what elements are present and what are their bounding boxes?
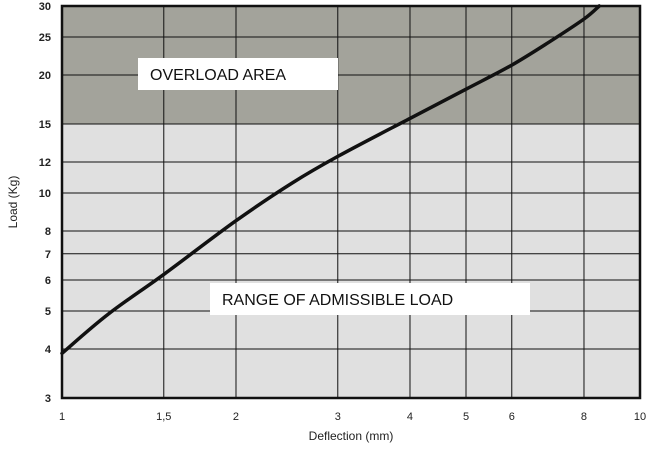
x-tick-label: 1,5 bbox=[156, 411, 171, 423]
x-tick-label: 4 bbox=[407, 411, 413, 423]
y-tick-label: 6 bbox=[45, 275, 51, 287]
plot-frame bbox=[60, 4, 642, 400]
regions-layer bbox=[62, 6, 640, 399]
y-tick-label: 10 bbox=[39, 188, 51, 200]
y-tick-label: 5 bbox=[45, 306, 51, 318]
y-tick-label: 3 bbox=[45, 393, 51, 405]
region-labels-layer: OVERLOAD AREA RANGE OF ADMISSIBLE LOAD bbox=[138, 58, 530, 315]
x-axis-ticks: 1 1,5 2 3 4 5 6 8 10 bbox=[59, 411, 646, 423]
x-tick-label: 10 bbox=[634, 411, 646, 423]
x-axis-title: Deflection (mm) bbox=[309, 429, 394, 443]
x-tick-label: 3 bbox=[335, 411, 341, 423]
y-axis-title: Load (Kg) bbox=[6, 176, 20, 229]
y-tick-label: 25 bbox=[39, 32, 51, 44]
admissible-load-label: RANGE OF ADMISSIBLE LOAD bbox=[222, 292, 453, 309]
y-tick-label: 4 bbox=[45, 344, 52, 356]
overload-area-label: OVERLOAD AREA bbox=[150, 67, 286, 84]
y-tick-label: 15 bbox=[39, 119, 51, 131]
y-tick-label: 8 bbox=[45, 226, 51, 238]
x-tick-label: 5 bbox=[463, 411, 469, 423]
y-tick-label: 20 bbox=[39, 70, 51, 82]
x-tick-label: 6 bbox=[509, 411, 515, 423]
admissible-load-band bbox=[62, 124, 640, 399]
y-tick-label: 30 bbox=[39, 1, 51, 13]
y-tick-label: 7 bbox=[45, 249, 51, 261]
x-tick-label: 2 bbox=[233, 411, 239, 423]
y-tick-label: 12 bbox=[39, 157, 51, 169]
x-tick-label: 8 bbox=[581, 411, 587, 423]
x-tick-label: 1 bbox=[59, 411, 65, 423]
y-axis-ticks: 3 4 5 6 7 8 10 12 15 20 25 30 bbox=[39, 1, 52, 405]
load-curve bbox=[60, 4, 601, 356]
admissible-label-box bbox=[210, 283, 530, 315]
series-layer bbox=[60, 4, 601, 356]
overload-label-box bbox=[138, 58, 338, 90]
